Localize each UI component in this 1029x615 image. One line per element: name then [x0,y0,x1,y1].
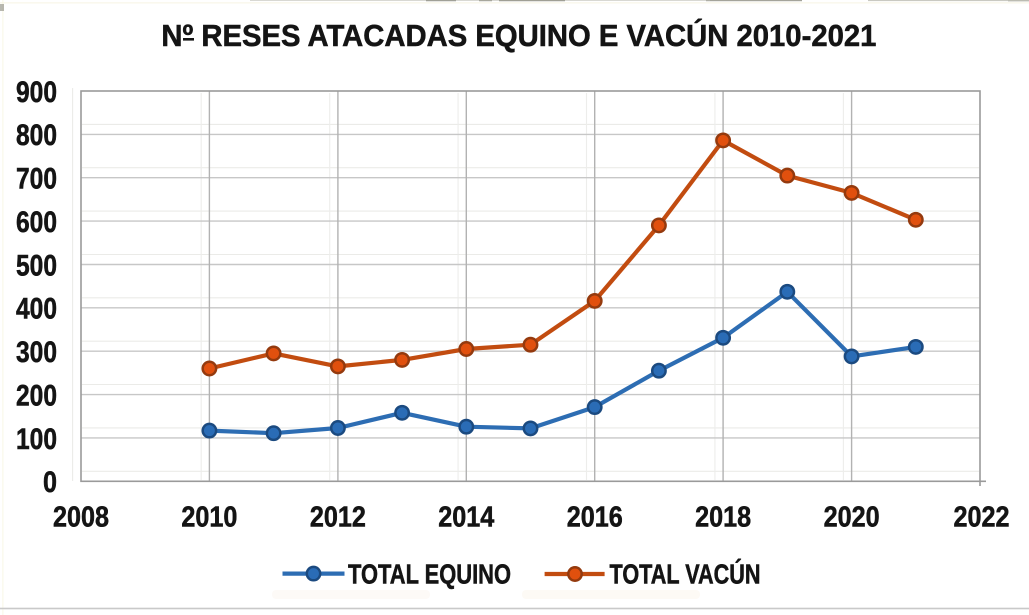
svg-text:TOTAL EQUINO: TOTAL EQUINO [348,558,511,589]
svg-text:700: 700 [16,163,57,196]
svg-text:200: 200 [16,379,57,412]
svg-text:Nº RESES ATACADAS EQUINO E VAC: Nº RESES ATACADAS EQUINO E VACÚN 2010-20… [161,17,876,53]
svg-text:0: 0 [43,466,57,499]
svg-text:2010: 2010 [181,502,237,534]
svg-text:2008: 2008 [53,502,109,534]
svg-text:2018: 2018 [695,502,751,534]
svg-text:900: 900 [16,76,57,109]
svg-text:2016: 2016 [567,502,623,534]
svg-text:100: 100 [16,423,57,456]
svg-text:2014: 2014 [438,502,494,534]
svg-text:500: 500 [16,249,57,282]
svg-text:300: 300 [16,336,57,369]
svg-text:400: 400 [16,293,57,326]
svg-text:600: 600 [16,206,57,239]
svg-text:800: 800 [16,119,57,152]
svg-text:2012: 2012 [310,502,366,534]
svg-text:TOTAL VACÚN: TOTAL VACÚN [610,559,761,590]
svg-text:2020: 2020 [824,502,880,534]
svg-text:2022: 2022 [954,502,1010,534]
